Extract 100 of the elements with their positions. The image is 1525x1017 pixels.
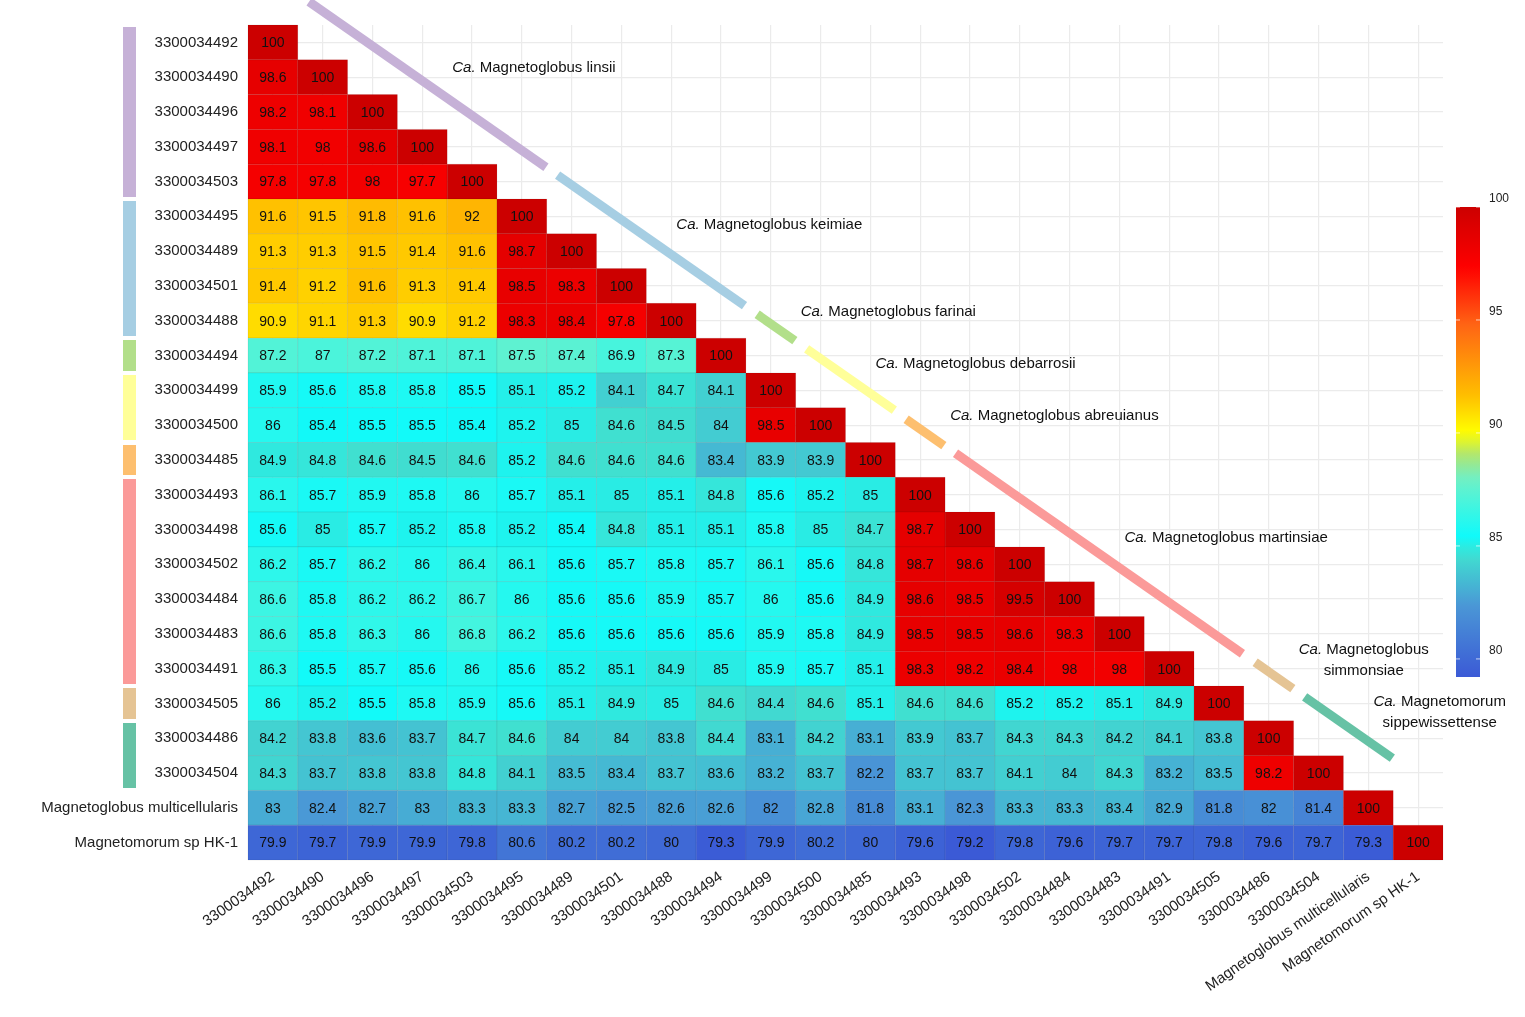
y-tick-label: 3300034490 bbox=[154, 67, 238, 85]
data-label: 86.9 bbox=[607, 347, 636, 364]
data-label: 86 bbox=[763, 590, 779, 607]
data-label: 86.1 bbox=[757, 556, 785, 573]
data-label: 85.4 bbox=[309, 416, 337, 433]
data-label: 84.6 bbox=[358, 451, 387, 468]
data-label: 84.8 bbox=[309, 451, 337, 468]
annotation: Ca. Magnetoglobus linsii bbox=[452, 58, 616, 76]
data-label: 79.2 bbox=[956, 834, 984, 851]
y-tick-label: 3300034501 bbox=[154, 276, 238, 294]
data-label: 98.3 bbox=[1055, 625, 1084, 642]
data-label: 98.6 bbox=[906, 590, 935, 607]
data-label: 87.1 bbox=[458, 347, 486, 364]
data-label: 98.2 bbox=[1255, 764, 1283, 781]
data-label: 83.9 bbox=[806, 451, 835, 468]
data-label: 85.6 bbox=[259, 521, 287, 538]
data-label: 98 bbox=[364, 173, 381, 190]
data-label: 91.5 bbox=[358, 243, 387, 260]
data-label: 98.5 bbox=[508, 277, 536, 294]
data-label: 100 bbox=[559, 243, 584, 260]
y-tick-label: 3300034483 bbox=[154, 623, 238, 641]
data-label: 100 bbox=[460, 173, 484, 190]
color-bar-label: 90 bbox=[1489, 417, 1503, 432]
data-label: 80.6 bbox=[508, 834, 536, 851]
data-label: 98.7 bbox=[906, 556, 935, 573]
data-label: 85.6 bbox=[806, 590, 835, 607]
data-label: 85.5 bbox=[408, 416, 437, 433]
data-label: 86.2 bbox=[259, 556, 287, 573]
data-label: 100 bbox=[1008, 556, 1032, 573]
data-label: 86.8 bbox=[458, 625, 486, 642]
data-label: 86.1 bbox=[508, 556, 536, 573]
data-label: 91.5 bbox=[309, 208, 337, 225]
annotation: Ca. Magnetoglobus abreuianus bbox=[950, 406, 1159, 424]
y-tick-label: 3300034503 bbox=[154, 171, 238, 189]
data-label: 100 bbox=[709, 347, 733, 364]
data-label: 85.6 bbox=[806, 556, 835, 573]
data-label: 91.4 bbox=[458, 277, 486, 294]
data-label: 83.9 bbox=[757, 451, 785, 468]
data-label: 82.4 bbox=[309, 799, 337, 816]
y-tick-label: 3300034488 bbox=[154, 310, 238, 328]
data-label: 85.2 bbox=[508, 521, 536, 538]
data-label: 84.3 bbox=[1055, 730, 1084, 747]
data-label: 85.1 bbox=[558, 486, 586, 503]
data-label: 85.6 bbox=[508, 660, 536, 677]
data-label: 79.7 bbox=[309, 834, 337, 851]
data-label: 84.9 bbox=[856, 625, 885, 642]
data-label: 91.2 bbox=[458, 312, 486, 329]
data-label: 100 bbox=[908, 486, 933, 503]
data-label: 85.7 bbox=[358, 521, 387, 538]
data-label: 84.2 bbox=[259, 730, 287, 747]
data-label: 87.2 bbox=[259, 347, 287, 364]
data-label: 84.8 bbox=[707, 486, 735, 503]
data-label: 84.1 bbox=[707, 382, 735, 399]
data-label: 98.6 bbox=[358, 138, 387, 155]
data-label: 84.4 bbox=[707, 730, 735, 747]
data-label: 84.2 bbox=[1105, 730, 1134, 747]
y-tick-label: 3300034496 bbox=[154, 102, 238, 120]
data-label: 83.2 bbox=[757, 764, 785, 781]
data-label: 85 bbox=[314, 521, 331, 538]
data-label: 85 bbox=[812, 521, 829, 538]
data-label: 85.1 bbox=[607, 660, 636, 677]
data-label: 100 bbox=[609, 277, 634, 294]
data-label: 98 bbox=[1061, 660, 1078, 677]
data-label: 83.7 bbox=[657, 764, 686, 781]
data-label: 84.2 bbox=[806, 730, 835, 747]
data-label: 85.6 bbox=[558, 590, 586, 607]
data-label: 80.2 bbox=[558, 834, 586, 851]
data-label: 83.1 bbox=[757, 730, 785, 747]
data-label: 90.9 bbox=[259, 312, 287, 329]
data-label: 85.2 bbox=[408, 521, 437, 538]
data-label: 84.6 bbox=[707, 695, 735, 712]
data-label: 85.7 bbox=[707, 556, 735, 573]
y-tick-label: 3300034494 bbox=[154, 345, 238, 363]
data-label: 83.3 bbox=[458, 799, 486, 816]
y-tick-label: 3300034499 bbox=[154, 380, 238, 398]
data-label: 85.1 bbox=[1105, 695, 1134, 712]
data-label: 83.9 bbox=[906, 730, 935, 747]
data-label: 85.8 bbox=[408, 382, 437, 399]
data-label: 85.6 bbox=[558, 625, 586, 642]
data-label: 83.3 bbox=[1055, 799, 1084, 816]
y-tick-label: 3300034497 bbox=[154, 136, 238, 154]
data-label: 84.6 bbox=[458, 451, 486, 468]
data-label: 83.6 bbox=[707, 764, 735, 781]
data-label: 85.6 bbox=[707, 625, 735, 642]
data-label: 98.5 bbox=[757, 416, 785, 433]
data-label: 86.2 bbox=[408, 590, 437, 607]
data-label: 98.3 bbox=[508, 312, 536, 329]
color-bar-label: 95 bbox=[1489, 304, 1503, 319]
data-label: 85.4 bbox=[558, 521, 586, 538]
data-label: 98.4 bbox=[558, 312, 586, 329]
data-label: 84.6 bbox=[657, 451, 686, 468]
data-label: 84.1 bbox=[508, 764, 536, 781]
data-label: 79.8 bbox=[458, 834, 486, 851]
data-label: 84.6 bbox=[508, 730, 536, 747]
y-tick-label: 3300034484 bbox=[154, 589, 238, 607]
data-label: 100 bbox=[1157, 660, 1182, 677]
data-label: 98.6 bbox=[259, 69, 287, 86]
data-label: 83.8 bbox=[309, 730, 337, 747]
data-label: 85.6 bbox=[508, 695, 536, 712]
data-label: 84 bbox=[1061, 764, 1078, 781]
